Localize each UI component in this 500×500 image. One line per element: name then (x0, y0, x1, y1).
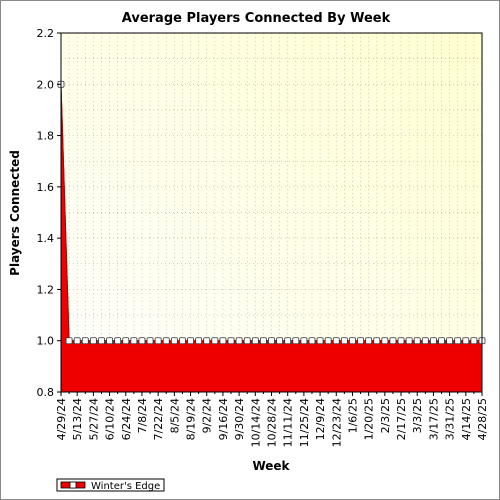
data-point (130, 337, 138, 345)
y-tick-label: 1.8 (37, 130, 55, 143)
x-tick-label: 12/23/24 (330, 398, 343, 447)
x-tick-labels: 4/29/24 5/13/24 5/27/24 6/10/24 6/24/24 7/8/2… (55, 398, 489, 447)
y-tick-label: 0.8 (37, 386, 55, 399)
data-point (284, 337, 292, 345)
x-tick-label: 9/2/24 (201, 398, 214, 433)
x-tick-label: 10/14/24 (249, 398, 262, 447)
x-tick-label: 8/5/24 (168, 398, 181, 433)
data-point (300, 337, 308, 345)
x-tick-label: 9/30/24 (233, 398, 246, 440)
x-tick-label: 9/16/24 (217, 398, 230, 440)
legend-label: Winter's Edge (91, 481, 160, 492)
legend-marker (69, 481, 77, 489)
x-tick-label: 4/29/24 (55, 398, 68, 440)
data-point (243, 337, 251, 345)
x-tick-label: 3/3/25 (411, 398, 424, 433)
data-point (316, 337, 324, 345)
data-point (89, 337, 97, 345)
y-tick-label: 1.6 (37, 181, 55, 194)
data-point (211, 337, 219, 345)
data-point (235, 337, 243, 345)
axes (57, 32, 483, 396)
x-tick-label: 7/22/24 (152, 398, 165, 440)
data-point (179, 337, 186, 345)
x-tick-label: 3/17/25 (427, 398, 440, 440)
y-axis-title: Players Connected (8, 150, 22, 276)
data-point (154, 337, 162, 345)
data-point (462, 337, 470, 345)
data-point (138, 337, 146, 345)
data-point (251, 337, 259, 345)
data-point (373, 337, 381, 345)
x-tick-label: 3/31/25 (444, 398, 457, 440)
x-axis-title: Week (252, 459, 290, 473)
data-point (65, 337, 73, 345)
x-tick-label: 1/20/25 (363, 398, 376, 440)
data-point (203, 337, 211, 345)
data-point (162, 337, 170, 345)
data-point (260, 337, 267, 345)
data-point (227, 337, 235, 345)
data-point (187, 337, 194, 345)
y-tick-label: 1.2 (37, 283, 55, 296)
data-point (365, 337, 373, 345)
data-point (413, 337, 421, 345)
x-tick-label: 11/25/24 (298, 398, 311, 447)
series-area (57, 80, 486, 393)
plot-area (61, 33, 482, 392)
x-tick-label: 4/14/25 (460, 398, 473, 440)
data-point (405, 337, 413, 345)
y-tick-label: 2.2 (37, 27, 55, 40)
x-tick-label: 4/28/25 (476, 398, 489, 440)
chart-title: Average Players Connected By Week (122, 11, 391, 26)
data-point (268, 337, 275, 345)
data-point (276, 337, 283, 345)
data-point (332, 337, 340, 345)
y-tick-label: 1.0 (37, 335, 55, 348)
data-point (122, 337, 130, 345)
data-point (219, 337, 227, 345)
y-tick-labels: 0.8 1.0 1.2 1.4 1.6 1.8 2.0 2.2 (37, 27, 55, 399)
data-point (454, 337, 462, 345)
x-tick-label: 5/13/24 (71, 398, 84, 440)
x-tick-label: 1/6/25 (346, 398, 359, 433)
data-point (195, 337, 203, 345)
x-tick-label: 8/19/24 (185, 398, 198, 440)
x-tick-label: 5/27/24 (87, 398, 100, 440)
data-point (146, 337, 154, 345)
data-point (324, 337, 332, 345)
x-tick-label: 7/8/24 (136, 398, 149, 433)
data-point (397, 337, 405, 345)
data-point (470, 337, 478, 345)
data-point (438, 337, 445, 345)
data-point (421, 337, 429, 345)
data-point (381, 337, 389, 345)
data-point (389, 337, 397, 345)
data-point (292, 337, 300, 345)
data-point (340, 337, 348, 345)
x-tick-label: 11/11/24 (282, 398, 295, 447)
data-point (357, 337, 364, 345)
data-point (73, 337, 81, 345)
x-tick-label: 10/28/24 (266, 398, 279, 447)
x-tick-label: 6/10/24 (104, 398, 117, 440)
x-tick-label: 12/9/24 (314, 398, 327, 440)
data-point (106, 337, 113, 345)
data-point (308, 337, 316, 345)
data-point (430, 337, 437, 345)
legend: Winter's Edge (56, 478, 165, 492)
data-point (170, 337, 178, 345)
data-point (114, 337, 122, 345)
x-tick-label: 2/17/25 (395, 398, 408, 440)
y-tick-label: 2.0 (37, 78, 55, 91)
x-tick-label: 2/3/25 (379, 398, 392, 433)
data-point (81, 337, 89, 345)
y-tick-label: 1.4 (37, 232, 55, 245)
x-tick-label: 6/24/24 (120, 398, 133, 440)
data-point (98, 337, 105, 345)
data-point (349, 337, 356, 345)
data-point (446, 337, 454, 345)
